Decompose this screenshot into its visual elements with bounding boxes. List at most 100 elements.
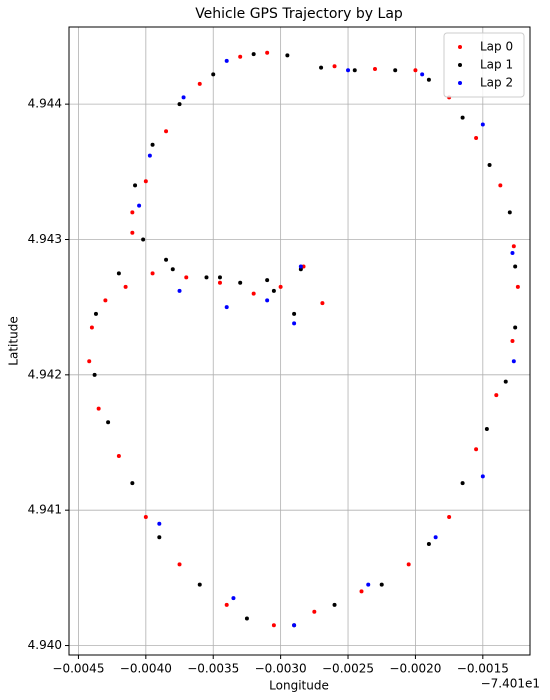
point	[224, 58, 229, 63]
x-offset-label: −7.401e1	[481, 677, 540, 691]
point	[106, 420, 111, 425]
point	[298, 264, 303, 269]
point	[484, 426, 489, 431]
point	[177, 288, 182, 293]
legend-swatch	[458, 81, 462, 85]
point	[507, 210, 512, 215]
point	[513, 325, 518, 330]
point	[366, 582, 371, 587]
point	[164, 257, 169, 262]
point	[238, 280, 243, 285]
point	[494, 393, 499, 398]
point	[93, 311, 98, 316]
point	[503, 379, 508, 384]
point	[238, 54, 243, 59]
point	[103, 298, 108, 303]
point	[251, 291, 256, 296]
point	[141, 237, 146, 242]
legend: Lap 0 Lap 1 Lap 2	[443, 32, 525, 98]
point	[487, 163, 492, 168]
y-tick-label: 4.940	[28, 638, 62, 652]
point	[265, 278, 270, 283]
point	[292, 321, 297, 326]
point	[92, 372, 97, 377]
point	[251, 52, 256, 57]
x-axis-label: Longitude	[269, 679, 329, 693]
point	[372, 66, 377, 71]
point	[150, 271, 155, 276]
point	[197, 81, 202, 86]
point	[359, 589, 364, 594]
point	[352, 68, 357, 73]
point	[177, 562, 182, 567]
point	[312, 609, 317, 614]
point	[133, 183, 138, 188]
legend-swatch	[458, 63, 462, 67]
point	[510, 339, 515, 343]
point	[116, 454, 121, 459]
point	[480, 122, 485, 127]
point	[147, 153, 152, 158]
plot-frame	[68, 26, 531, 656]
y-axis-label: Latitude	[7, 316, 21, 365]
point	[292, 623, 297, 628]
legend-label: Lap 0	[480, 40, 513, 54]
y-tick-label: 4.944	[28, 97, 62, 111]
point	[480, 474, 485, 479]
point	[460, 481, 465, 486]
point	[510, 251, 515, 256]
point	[130, 230, 135, 235]
y-tick-label: 4.941	[28, 503, 62, 517]
point	[224, 305, 229, 310]
point	[498, 183, 503, 188]
point	[332, 602, 337, 607]
point	[231, 596, 236, 601]
x-tick-label: −0.0025	[322, 662, 374, 676]
point	[420, 72, 425, 77]
point	[379, 582, 384, 587]
point	[332, 64, 337, 69]
point	[150, 142, 155, 147]
point	[447, 514, 452, 519]
point	[177, 102, 182, 107]
point	[511, 244, 516, 249]
point	[320, 301, 325, 306]
point	[89, 325, 94, 330]
point	[96, 406, 101, 411]
x-tick-label: −0.0020	[389, 662, 441, 676]
point	[217, 275, 222, 280]
point	[184, 275, 189, 280]
point	[137, 203, 142, 208]
point	[285, 53, 290, 58]
point	[164, 129, 169, 134]
x-tick-label: −0.0040	[120, 662, 172, 676]
x-tick-label: −0.0030	[255, 662, 307, 676]
point	[292, 311, 297, 316]
point	[204, 275, 209, 280]
point	[116, 271, 121, 276]
point	[271, 623, 276, 628]
point	[515, 284, 520, 289]
point	[143, 514, 148, 519]
point	[87, 359, 92, 364]
point	[130, 481, 135, 486]
chart-title: Vehicle GPS Trajectory by Lap	[195, 6, 403, 22]
point	[346, 68, 351, 73]
point	[157, 521, 162, 526]
point	[265, 50, 270, 55]
point	[426, 77, 431, 82]
point	[123, 284, 128, 289]
point	[130, 210, 135, 215]
point	[413, 68, 418, 73]
point	[197, 582, 202, 587]
x-tick-label: −0.0045	[52, 662, 104, 676]
point	[433, 535, 438, 540]
point	[319, 65, 324, 70]
point	[224, 602, 229, 607]
point	[271, 288, 276, 293]
point	[460, 115, 465, 120]
point	[278, 284, 283, 289]
point	[511, 359, 516, 364]
